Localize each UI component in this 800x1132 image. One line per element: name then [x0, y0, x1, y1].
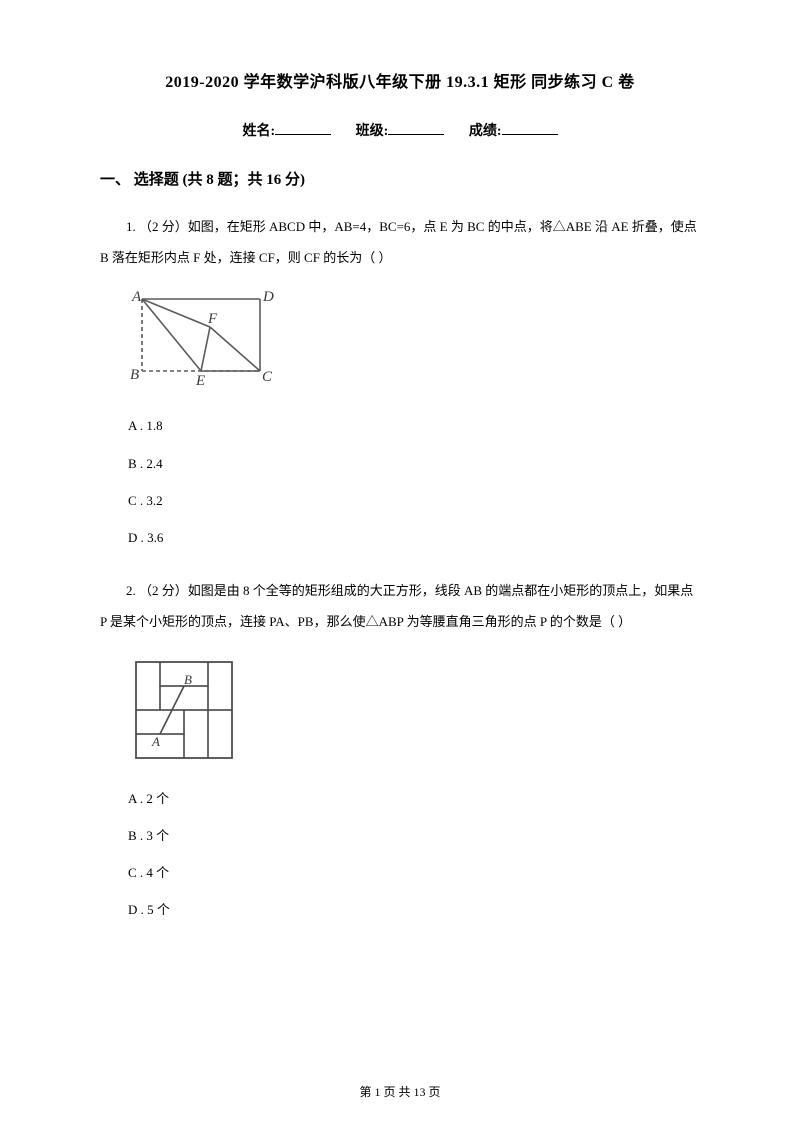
svg-text:D: D	[262, 289, 274, 305]
name-label: 姓名:	[242, 124, 275, 139]
question-2-text: 2. （2 分）如图是由 8 个全等的矩形组成的大正方形，线段 AB 的端点都在…	[100, 575, 700, 637]
question-1-text: 1. （2 分）如图，在矩形 ABCD 中，AB=4，BC=6，点 E 为 BC…	[100, 211, 700, 273]
svg-text:F: F	[207, 311, 218, 327]
class-label: 班级:	[356, 124, 389, 139]
option-c: C . 3.2	[128, 485, 700, 516]
option-a: A . 2 个	[128, 783, 700, 814]
svg-text:E: E	[195, 373, 205, 387]
question-2-options: A . 2 个 B . 3 个 C . 4 个 D . 5 个	[128, 783, 700, 926]
question-1-figure: A D B C E F	[128, 287, 700, 392]
option-d: D . 3.6	[128, 522, 700, 553]
student-info-line: 姓名: 班级: 成绩:	[100, 120, 700, 140]
svg-text:A: A	[151, 734, 160, 749]
option-d: D . 5 个	[128, 894, 700, 925]
question-2-figure: A B	[128, 652, 700, 765]
question-1-options: A . 1.8 B . 2.4 C . 3.2 D . 3.6	[128, 410, 700, 553]
name-blank	[275, 121, 331, 135]
option-b: B . 3 个	[128, 820, 700, 851]
option-c: C . 4 个	[128, 857, 700, 888]
score-blank	[502, 121, 558, 135]
section-header: 一、 选择题 (共 8 题；共 16 分)	[100, 168, 700, 189]
option-b: B . 2.4	[128, 448, 700, 479]
option-a: A . 1.8	[128, 410, 700, 441]
svg-text:C: C	[262, 369, 273, 385]
svg-text:B: B	[130, 367, 139, 383]
score-label: 成绩:	[469, 124, 502, 139]
page-footer: 第 1 页 共 13 页	[0, 1083, 800, 1100]
class-blank	[388, 121, 444, 135]
svg-text:A: A	[131, 289, 142, 305]
svg-text:B: B	[184, 672, 192, 687]
page-title: 2019-2020 学年数学沪科版八年级下册 19.3.1 矩形 同步练习 C …	[100, 68, 700, 92]
